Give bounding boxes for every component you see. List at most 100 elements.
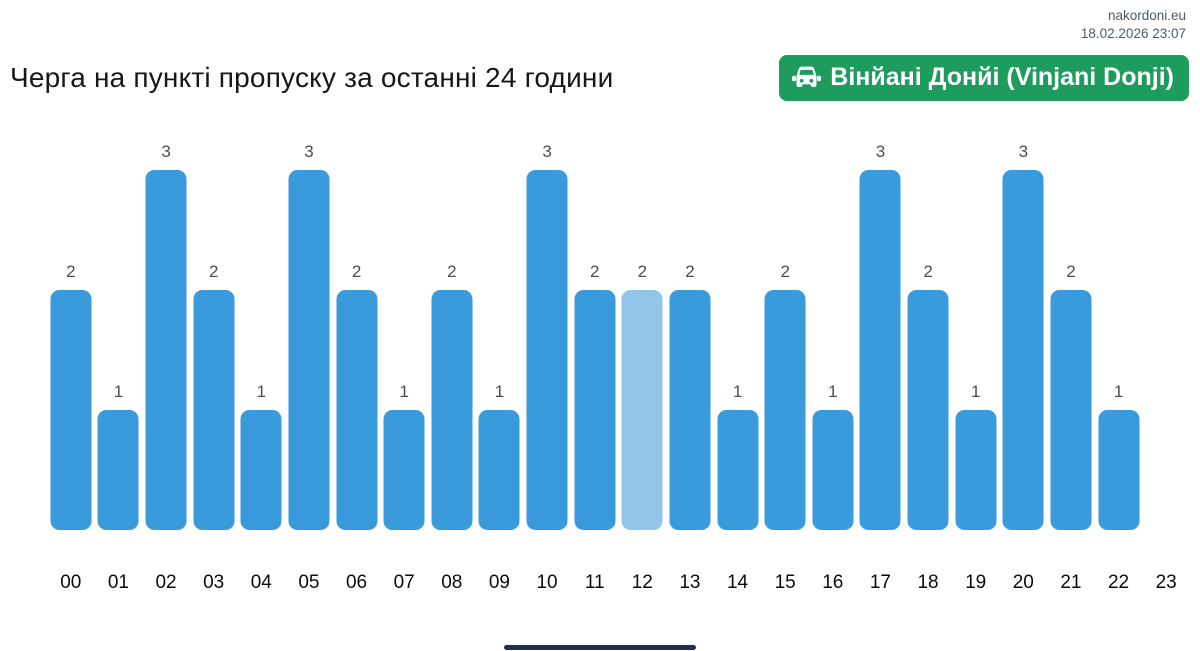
x-axis-label: 16 [822,572,844,593]
x-axis: 00 01 02 03 04 05 06 07 08 09 10 11 12 13 14 15 16 17 18 19… [47,572,1190,594]
x-axis-label: 20 [1012,572,1034,593]
title-row: Черга на пункті пропуску за останні 24 г… [10,55,1189,101]
bar-value-label: 1 [1113,382,1124,401]
x-axis-label: 02 [155,572,177,593]
x-axis-label: 14 [726,572,749,593]
bar-slot: 1 [238,170,286,530]
bar-value-label: 2 [589,262,600,281]
bar-slot: 1 [1095,170,1143,530]
bar [383,410,425,530]
bar-slot: 2 [761,170,809,530]
site-name: nakordoni.eu [1107,8,1186,23]
checkpoint-badge[interactable]: Вінйані Донйі (Vinjani Donji) [779,55,1189,101]
bar-value-label: 2 [1066,262,1076,281]
x-axis-label: 11 [584,572,605,593]
x-axis-label: 03 [203,572,225,593]
bar-value-label: 2 [637,262,648,281]
x-axis-label: 15 [774,572,796,593]
bar-value-label: 2 [780,262,790,281]
bar-value-label: 1 [256,382,267,401]
bar-slot: 2 [666,170,714,530]
page-title: Черга на пункті пропуску за останні 24 г… [10,62,614,93]
page-meta: nakordoni.eu 18.02.2026 23:07 [1081,7,1186,43]
bar-chart: 2 1 3 2 1 3 2 1 2 1 3 2 2 2 1 2 1 3 2 1 3 2 1 [47,142,1190,530]
bar-value-label: 3 [304,142,314,161]
bar-slot: 2 [333,170,381,530]
timestamp: 18.02.2026 23:07 [1080,26,1186,41]
x-axis-label: 00 [60,572,82,593]
x-axis-label: 10 [536,572,558,593]
bar-value-label: 2 [66,262,76,281]
bar-slot [1142,170,1190,530]
bar-value-label: 3 [1018,142,1029,161]
bar-slot: 1 [380,170,428,530]
bar [336,290,378,530]
bar-slot: 2 [619,170,667,530]
bar-value-label: 1 [828,382,838,401]
x-axis-label: 12 [631,572,653,593]
bar-slot: 2 [571,170,619,530]
x-axis-label: 19 [965,572,987,593]
bar-slot: 2 [1047,170,1095,530]
bar-value-label: 3 [542,142,552,161]
home-indicator-bar [504,645,696,650]
x-axis-label: 18 [917,572,939,593]
bar [193,290,235,530]
bar [1098,410,1140,530]
bar-value-label: 3 [875,142,886,161]
bar-slot: 2 [190,170,238,530]
bar [1050,290,1092,530]
x-axis-label: 08 [441,572,463,593]
x-axis-label: 09 [488,572,510,593]
bar-value-label: 1 [494,382,505,401]
bar-value-label: 2 [208,262,219,281]
bar [1002,170,1044,530]
bar [764,290,806,530]
bar-value-label: 2 [447,262,457,281]
x-axis-label: 01 [107,572,129,593]
x-axis-label: 22 [1107,572,1130,593]
x-axis-label: 07 [393,572,415,593]
bar [859,170,901,530]
x-axis-label: 17 [869,572,891,593]
bar [288,170,330,530]
bar [955,410,997,530]
x-axis-label: 21 [1060,572,1082,593]
bar-value-label: 1 [399,382,409,401]
bar-slot: 1 [476,170,524,530]
bar [574,290,616,530]
bar-slot: 1 [714,170,762,530]
bar [97,410,139,530]
checkpoint-badge-label: Вінйані Донйі (Vinjani Donji) [830,63,1174,91]
bar-value-label: 2 [685,262,695,281]
bar-slot: 1 [809,170,857,530]
bar-value-label: 1 [113,382,124,401]
bar-value-label: 1 [970,382,981,401]
bar-slot: 2 [47,170,95,530]
bar [526,170,568,530]
x-axis-label: 13 [679,572,701,593]
bar-slot: 1 [952,170,1000,530]
bar-value-label: 2 [923,262,933,281]
bar-slot: 3 [142,142,190,530]
bar-slot: 2 [904,170,952,530]
bar-value-label: 3 [161,142,171,161]
bar-slot: 1 [95,170,143,530]
bar [717,410,759,530]
bar [50,290,92,530]
bar-slot: 3 [523,142,571,530]
bar [907,290,949,530]
bar [431,290,473,530]
bar-slot: 3 [1000,142,1048,530]
bar-slot: 3 [857,142,905,530]
bar-value-label: 2 [351,262,362,281]
x-axis-label: 23 [1155,572,1177,593]
x-axis-label: 04 [250,572,272,593]
bar-current-hour [621,290,663,530]
bar [145,170,187,530]
bar [478,410,520,530]
car-front-icon [792,65,822,90]
bar [812,410,854,530]
bar [669,290,711,530]
bar-slot: 2 [428,170,476,530]
